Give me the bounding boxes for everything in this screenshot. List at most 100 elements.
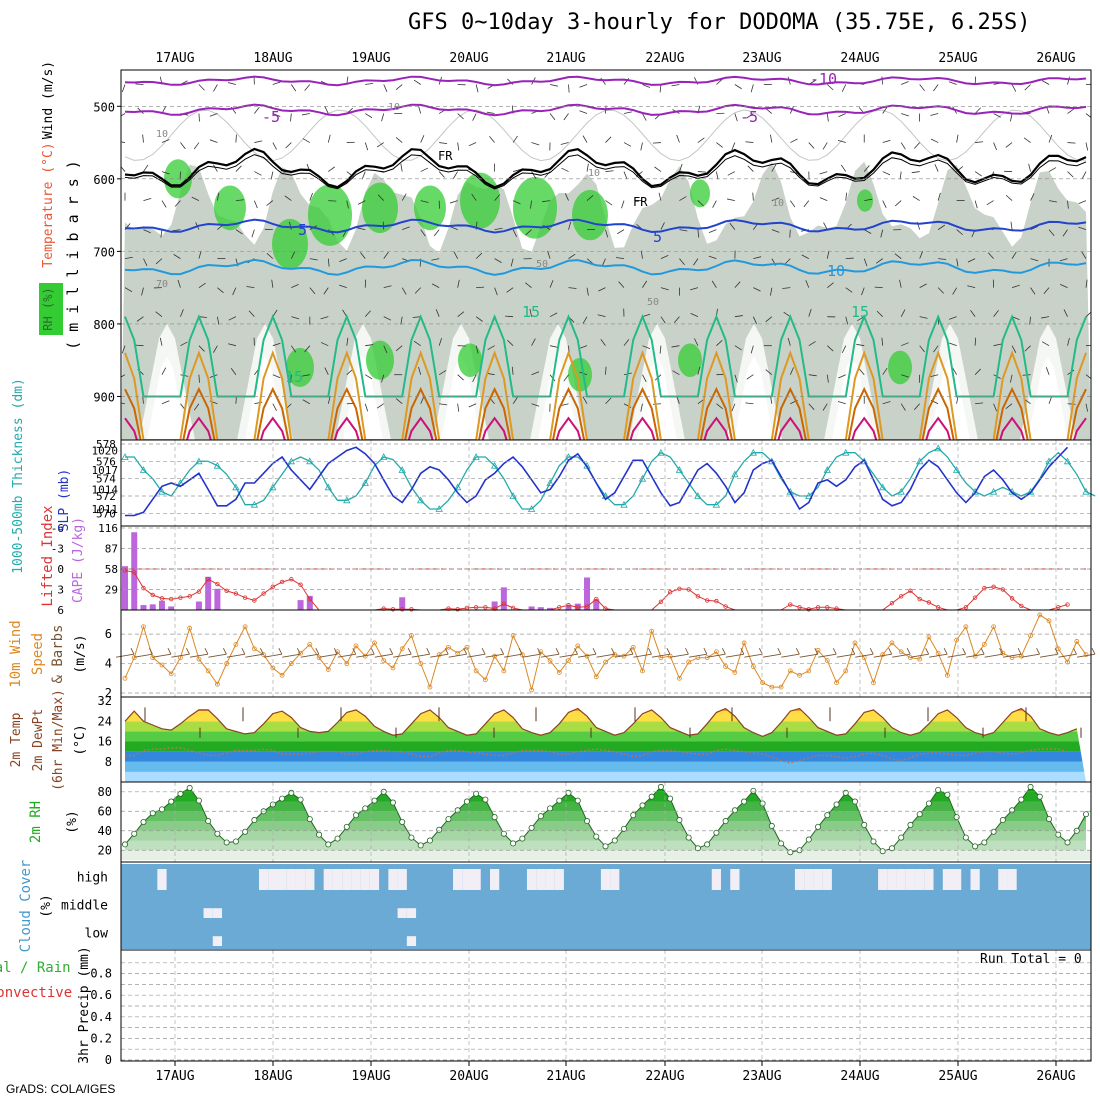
cloud-clear-cell <box>323 869 333 890</box>
wind-speed-point <box>908 655 913 661</box>
wind-barb <box>246 286 255 289</box>
wind-barb <box>734 113 738 122</box>
wind-speed-point <box>409 633 414 638</box>
wind-barb <box>361 171 366 180</box>
rh-contour-label: 50 <box>536 259 548 270</box>
lifted-index-tick-label: -6 <box>51 522 64 535</box>
wind-barb <box>377 194 385 201</box>
wind-barb-feather <box>259 647 264 655</box>
wind-barb <box>823 222 828 230</box>
date-label-bottom: 17AUG <box>155 1069 194 1084</box>
wind-barb-feather <box>666 647 671 655</box>
wind-barb <box>881 337 884 346</box>
rh-2m-point <box>445 816 452 823</box>
rh-2m-point <box>925 800 932 807</box>
wind-barb <box>549 280 554 288</box>
wind-barb <box>734 315 743 318</box>
thickness-tick-label: 576 <box>96 455 116 468</box>
date-label-top: 22AUG <box>645 51 684 66</box>
wind-barb <box>952 367 957 375</box>
cape-bar <box>149 604 156 610</box>
wind-barb <box>745 141 754 143</box>
wind-barb <box>933 84 939 92</box>
wind-barb-feather <box>352 647 357 655</box>
wind-barb <box>1048 167 1057 172</box>
cloud-clear-cell <box>1007 869 1017 890</box>
lifted-index-point <box>566 603 571 608</box>
wind-barb <box>974 107 981 114</box>
wind-barb-10m <box>688 653 707 658</box>
cloud-clear-cell <box>545 869 555 890</box>
wind-barb <box>861 287 865 296</box>
lifted-index-tick-label: -3 <box>51 543 64 556</box>
wind-barb-10m <box>448 653 467 658</box>
rh-2m-point <box>870 838 877 845</box>
rh-2m-point <box>648 793 655 800</box>
wind-barb-10m <box>892 653 911 658</box>
wind-barb-10m <box>1058 653 1077 658</box>
wind-barb-feather <box>186 647 190 655</box>
wind-barb <box>642 374 647 382</box>
rh-2m-point <box>1036 793 1043 800</box>
wind-barb <box>716 142 723 148</box>
wind-barb <box>124 256 133 260</box>
wind-barb-feather <box>629 647 634 655</box>
cloud-clear-cell <box>924 869 934 890</box>
rh-2m-point <box>667 795 674 802</box>
wind-barb-10m <box>226 653 245 658</box>
wind-barb-10m <box>540 653 560 658</box>
wind-barb <box>790 138 798 143</box>
wind-barb <box>160 229 163 238</box>
wind-barb <box>752 316 757 325</box>
rh-2m-point <box>990 828 997 835</box>
wind-speed-point <box>316 655 322 661</box>
wind-barb <box>494 287 498 296</box>
wind-barb <box>582 316 588 324</box>
wind-barb <box>420 200 429 203</box>
wind-speed-point <box>187 625 193 631</box>
date-label-bottom: 22AUG <box>645 1069 684 1084</box>
rh-layer <box>121 783 1091 860</box>
wind-barb <box>418 366 422 375</box>
wind-barb <box>420 229 426 237</box>
rh-2m-point <box>306 816 313 823</box>
wind-barb-10m <box>337 653 356 658</box>
wind-barb-feather <box>592 647 597 655</box>
wind-barb <box>542 200 551 203</box>
wind-barb <box>597 314 606 318</box>
wind-barb <box>568 84 570 93</box>
cape-bar <box>547 607 554 610</box>
freezing-level <box>124 147 1087 189</box>
rh-2m-point <box>815 823 822 830</box>
wind-barb <box>457 279 460 288</box>
wind-barb <box>586 258 594 265</box>
wind-speed-point <box>944 672 950 678</box>
wind-barb <box>616 229 625 235</box>
wind-barb <box>400 163 403 172</box>
cape-bar <box>168 606 175 610</box>
lifted-index-point <box>575 605 580 610</box>
wind-barb <box>121 166 126 172</box>
cape-bar <box>306 595 313 610</box>
wind-barb <box>967 285 976 289</box>
rh-tick-label: 80 <box>98 785 112 799</box>
freezing-level-inner <box>124 154 1087 190</box>
wind-barb <box>652 142 661 144</box>
wind-speed-point <box>482 677 488 683</box>
wind-speed-point <box>769 684 775 690</box>
wind-speed-point <box>473 668 479 674</box>
wind-barb-10m <box>245 653 264 658</box>
wind-speed-point <box>797 672 802 678</box>
wind-barb <box>510 258 514 267</box>
temp-contour-label: 15 <box>285 368 303 386</box>
rh-2m-point <box>473 790 480 797</box>
wind-barb <box>882 139 891 143</box>
wind-speed-point <box>575 643 581 649</box>
wind-barb-feather <box>407 647 412 655</box>
wind-barb <box>967 258 976 263</box>
date-label-top: 17AUG <box>155 51 194 66</box>
wind-speed-point <box>1065 659 1070 665</box>
cloud-clear-cell <box>277 869 287 890</box>
rh-2m-point <box>824 812 831 819</box>
wind10m-units: (m/s) <box>73 634 88 673</box>
